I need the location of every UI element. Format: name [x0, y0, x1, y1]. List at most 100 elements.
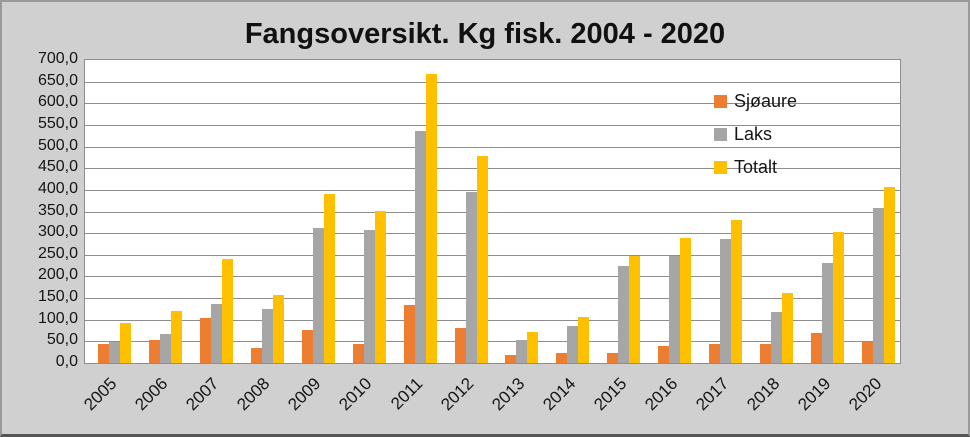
bar-laks-2013 [516, 340, 528, 363]
x-tick-label: 2020 [844, 374, 885, 415]
gridline [85, 103, 900, 105]
bar-laks-2017 [720, 239, 732, 363]
y-tick-label: 400,0 [37, 179, 78, 197]
x-tick-label: 2015 [590, 374, 631, 415]
x-tick-label: 2010 [335, 374, 376, 415]
bar-totalt-2020 [884, 187, 896, 363]
legend-swatch-icon [714, 160, 727, 174]
y-tick-label: 100,0 [37, 309, 78, 327]
gridline [85, 81, 900, 83]
y-tick-label: 550,0 [37, 114, 78, 132]
y-tick-label: 250,0 [37, 244, 78, 262]
legend-item-totalt: Totalt [714, 157, 797, 177]
legend-swatch-icon [714, 127, 727, 141]
y-tick-label: 450,0 [37, 158, 78, 176]
bar-laks-2016 [669, 256, 681, 363]
gridline [85, 211, 900, 213]
y-tick-label: 300,0 [37, 223, 78, 241]
bar-sjøaure-2010 [352, 344, 364, 363]
bar-totalt-2019 [833, 232, 845, 363]
legend-label: Sjøaure [734, 91, 798, 111]
legend-label: Totalt [734, 157, 778, 177]
x-tick-label: 2017 [691, 374, 733, 415]
bar-totalt-2014 [578, 317, 590, 363]
bar-laks-2007 [210, 304, 222, 363]
x-tick-label: 2007 [182, 374, 223, 415]
gridline [85, 276, 900, 278]
bar-totalt-2015 [629, 256, 641, 363]
bar-laks-2020 [873, 208, 885, 363]
x-tick-label: 2006 [131, 374, 172, 415]
bar-sjøaure-2012 [454, 328, 466, 363]
chart-title: Fangsoversikt. Kg fisk. 2004 - 2020 [244, 18, 726, 50]
bar-totalt-2009 [323, 194, 335, 363]
bar-totalt-2017 [731, 220, 743, 363]
bar-laks-2005 [108, 342, 120, 363]
legend-item-sjøaure: Sjøaure [714, 91, 798, 111]
bar-totalt-2005 [119, 323, 131, 363]
gridline [85, 168, 900, 170]
x-tick-label: 2019 [793, 374, 835, 415]
gridline [85, 319, 900, 321]
bar-sjøaure-2007 [199, 318, 211, 363]
x-tick-label: 2011 [387, 374, 427, 414]
plot-area [84, 59, 901, 364]
bar-totalt-2006 [170, 311, 182, 363]
bar-totalt-2016 [680, 238, 692, 363]
gridline [85, 298, 900, 300]
y-tick-label: 150,0 [37, 288, 78, 306]
bar-sjøaure-2020 [862, 342, 874, 363]
bar-laks-2011 [414, 131, 426, 363]
bar-sjøaure-2019 [811, 333, 823, 363]
bar-sjøaure-2015 [607, 353, 619, 363]
bar-sjøaure-2017 [709, 344, 721, 363]
gridline [85, 254, 900, 256]
bar-totalt-2010 [374, 211, 386, 363]
bar-totalt-2012 [476, 156, 488, 363]
x-tick-label: 2008 [233, 374, 274, 415]
bar-laks-2015 [618, 266, 630, 363]
bar-sjøaure-2008 [250, 348, 262, 363]
y-tick-label: 50,0 [46, 331, 78, 349]
x-tick-label: 2014 [539, 374, 580, 415]
y-tick-label: 350,0 [37, 201, 78, 219]
bar-laks-2006 [159, 334, 171, 363]
bar-sjøaure-2014 [556, 353, 568, 363]
gridline [85, 146, 900, 148]
gridline [85, 189, 900, 191]
bar-sjøaure-2005 [97, 344, 109, 363]
x-tick-label: 2016 [641, 374, 682, 415]
bar-sjøaure-2013 [505, 355, 517, 363]
bar-sjøaure-2009 [301, 330, 313, 363]
y-tick-label: 200,0 [37, 266, 78, 284]
x-tick-label: 2018 [742, 374, 784, 415]
x-tick-label: 2012 [437, 374, 478, 415]
bar-totalt-2008 [272, 295, 284, 363]
y-tick-label: 0,0 [55, 353, 78, 370]
y-tick-label: 600,0 [37, 93, 78, 111]
bar-laks-2014 [567, 326, 579, 363]
x-tick-label: 2005 [80, 374, 121, 415]
bar-sjøaure-2006 [148, 340, 160, 363]
gridline [85, 341, 900, 343]
x-tick-label: 2009 [284, 374, 325, 415]
legend-label: Laks [734, 124, 773, 144]
bar-sjøaure-2011 [403, 305, 415, 363]
gridline [85, 124, 900, 126]
bar-totalt-2011 [425, 74, 437, 363]
y-tick-label: 700,0 [37, 50, 78, 67]
bar-laks-2012 [465, 192, 477, 363]
bar-totalt-2007 [221, 259, 233, 363]
y-tick-label: 500,0 [37, 136, 78, 154]
bar-laks-2018 [771, 312, 783, 363]
bar-laks-2019 [822, 263, 834, 363]
x-tick-label: 2013 [488, 374, 529, 415]
bar-laks-2010 [363, 230, 375, 363]
gridline [85, 233, 900, 235]
bar-laks-2008 [261, 309, 273, 363]
bar-sjøaure-2016 [658, 346, 670, 363]
bar-laks-2009 [312, 228, 324, 363]
bar-totalt-2013 [527, 332, 539, 363]
bar-sjøaure-2018 [760, 344, 772, 363]
